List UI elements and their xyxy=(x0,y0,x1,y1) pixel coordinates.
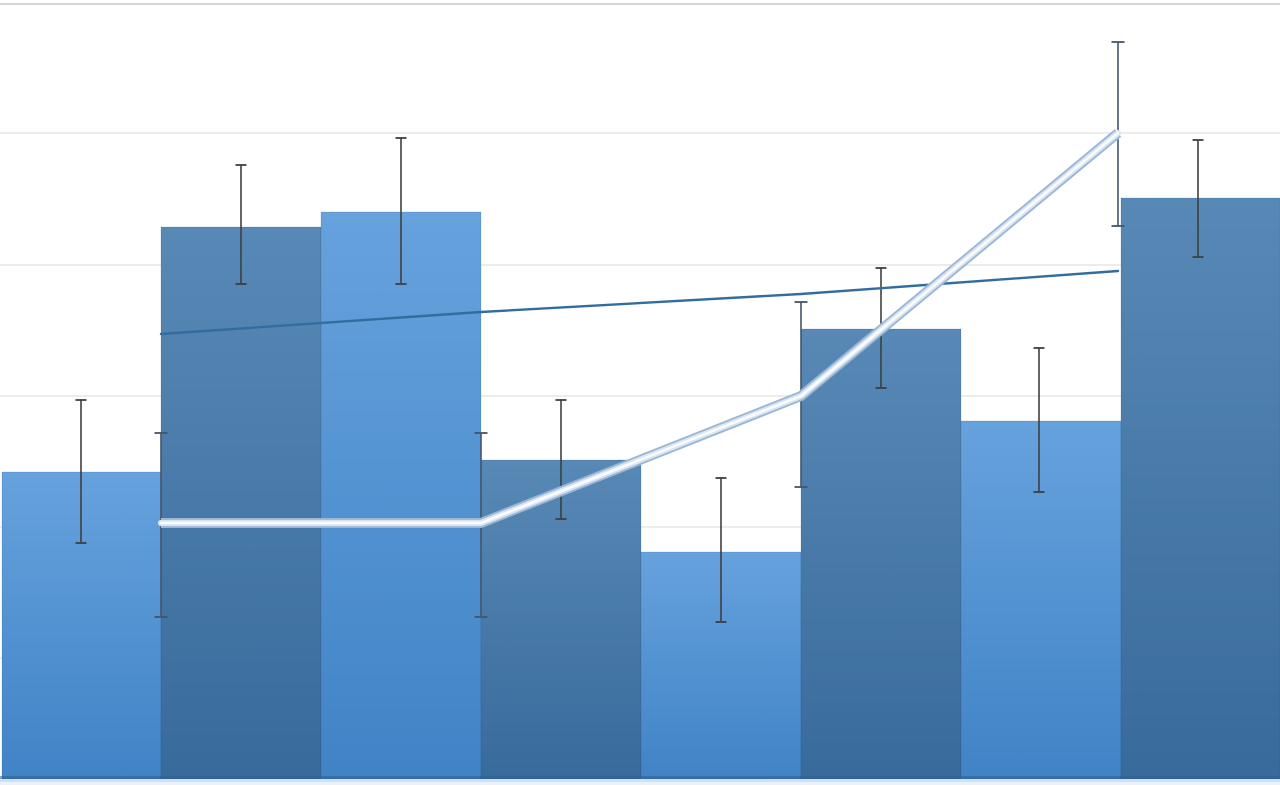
bar xyxy=(800,328,962,780)
bars-layer xyxy=(1,197,1280,780)
error-bar xyxy=(235,164,247,285)
baseline-lighter-strip xyxy=(0,782,1280,785)
baseline-dark-strip xyxy=(0,776,1280,779)
bar xyxy=(320,211,482,780)
baseline-light-strip xyxy=(0,779,1280,782)
thick-trend-line xyxy=(159,131,1120,525)
error-bar xyxy=(1033,347,1045,493)
error-bar xyxy=(75,399,87,544)
thin-trend-line xyxy=(159,269,1120,336)
bar xyxy=(960,420,1122,780)
error-bar xyxy=(555,399,567,520)
bar xyxy=(1120,197,1280,780)
bar xyxy=(160,226,322,780)
error-bar xyxy=(1192,139,1204,258)
error-bar xyxy=(715,477,727,623)
baseline-layer xyxy=(0,776,1280,785)
thin-trend-line-layer xyxy=(159,269,1120,336)
thick-trend-line-layer xyxy=(157,129,1122,528)
error-bar xyxy=(395,137,407,285)
